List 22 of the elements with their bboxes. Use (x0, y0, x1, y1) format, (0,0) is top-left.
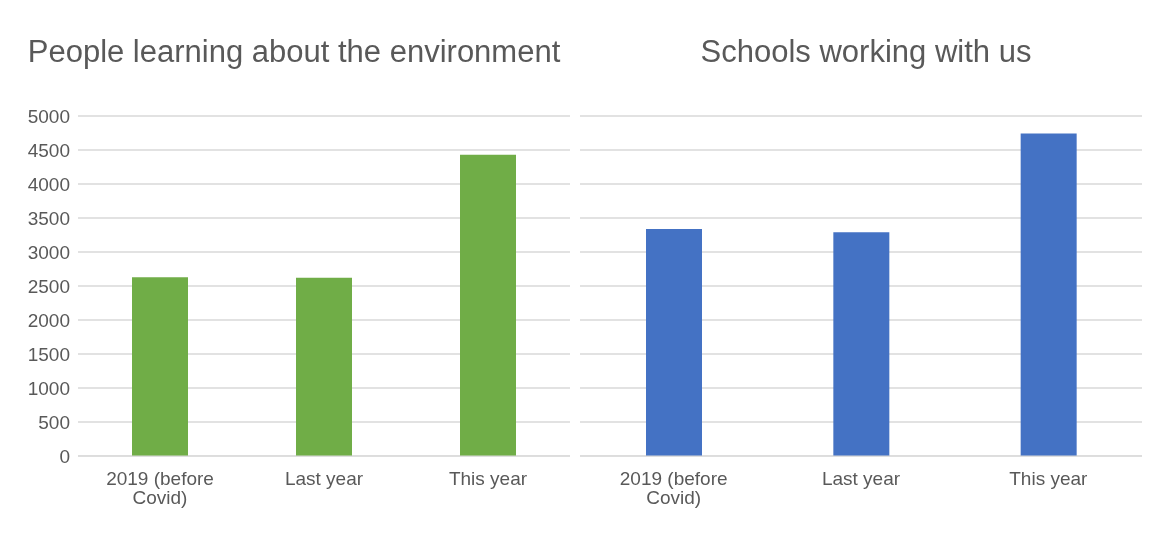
chart-title: People learning about the environment (26, 33, 562, 71)
y-tick-label: 2000 (27, 309, 70, 331)
bar (296, 277, 352, 456)
x-tick-label: This year (448, 468, 528, 490)
x-tick-label: 2019 (before Covid) (106, 468, 214, 509)
x-tick-label: 2019 (before Covid) (619, 468, 728, 509)
y-tick-label: 1000 (27, 377, 70, 399)
bar (132, 277, 188, 456)
x-tick-label: Last year (284, 468, 364, 490)
y-tick-label: 3500 (27, 207, 70, 229)
chart-title: Schools working with us (699, 33, 1033, 71)
bar (460, 154, 516, 456)
y-tick-label: 4500 (27, 139, 70, 161)
y-tick-label: 1500 (27, 343, 70, 365)
y-tick-label: 5000 (27, 105, 70, 127)
x-tick-label: This year (1009, 468, 1089, 490)
y-tick-label: 500 (38, 411, 70, 433)
y-tick-label: 4000 (27, 173, 70, 195)
y-tick-label: 3000 (27, 241, 70, 263)
y-tick-label: 0 (59, 445, 70, 467)
x-tick-label: Last year (821, 468, 901, 490)
y-tick-label: 2500 (27, 275, 70, 297)
